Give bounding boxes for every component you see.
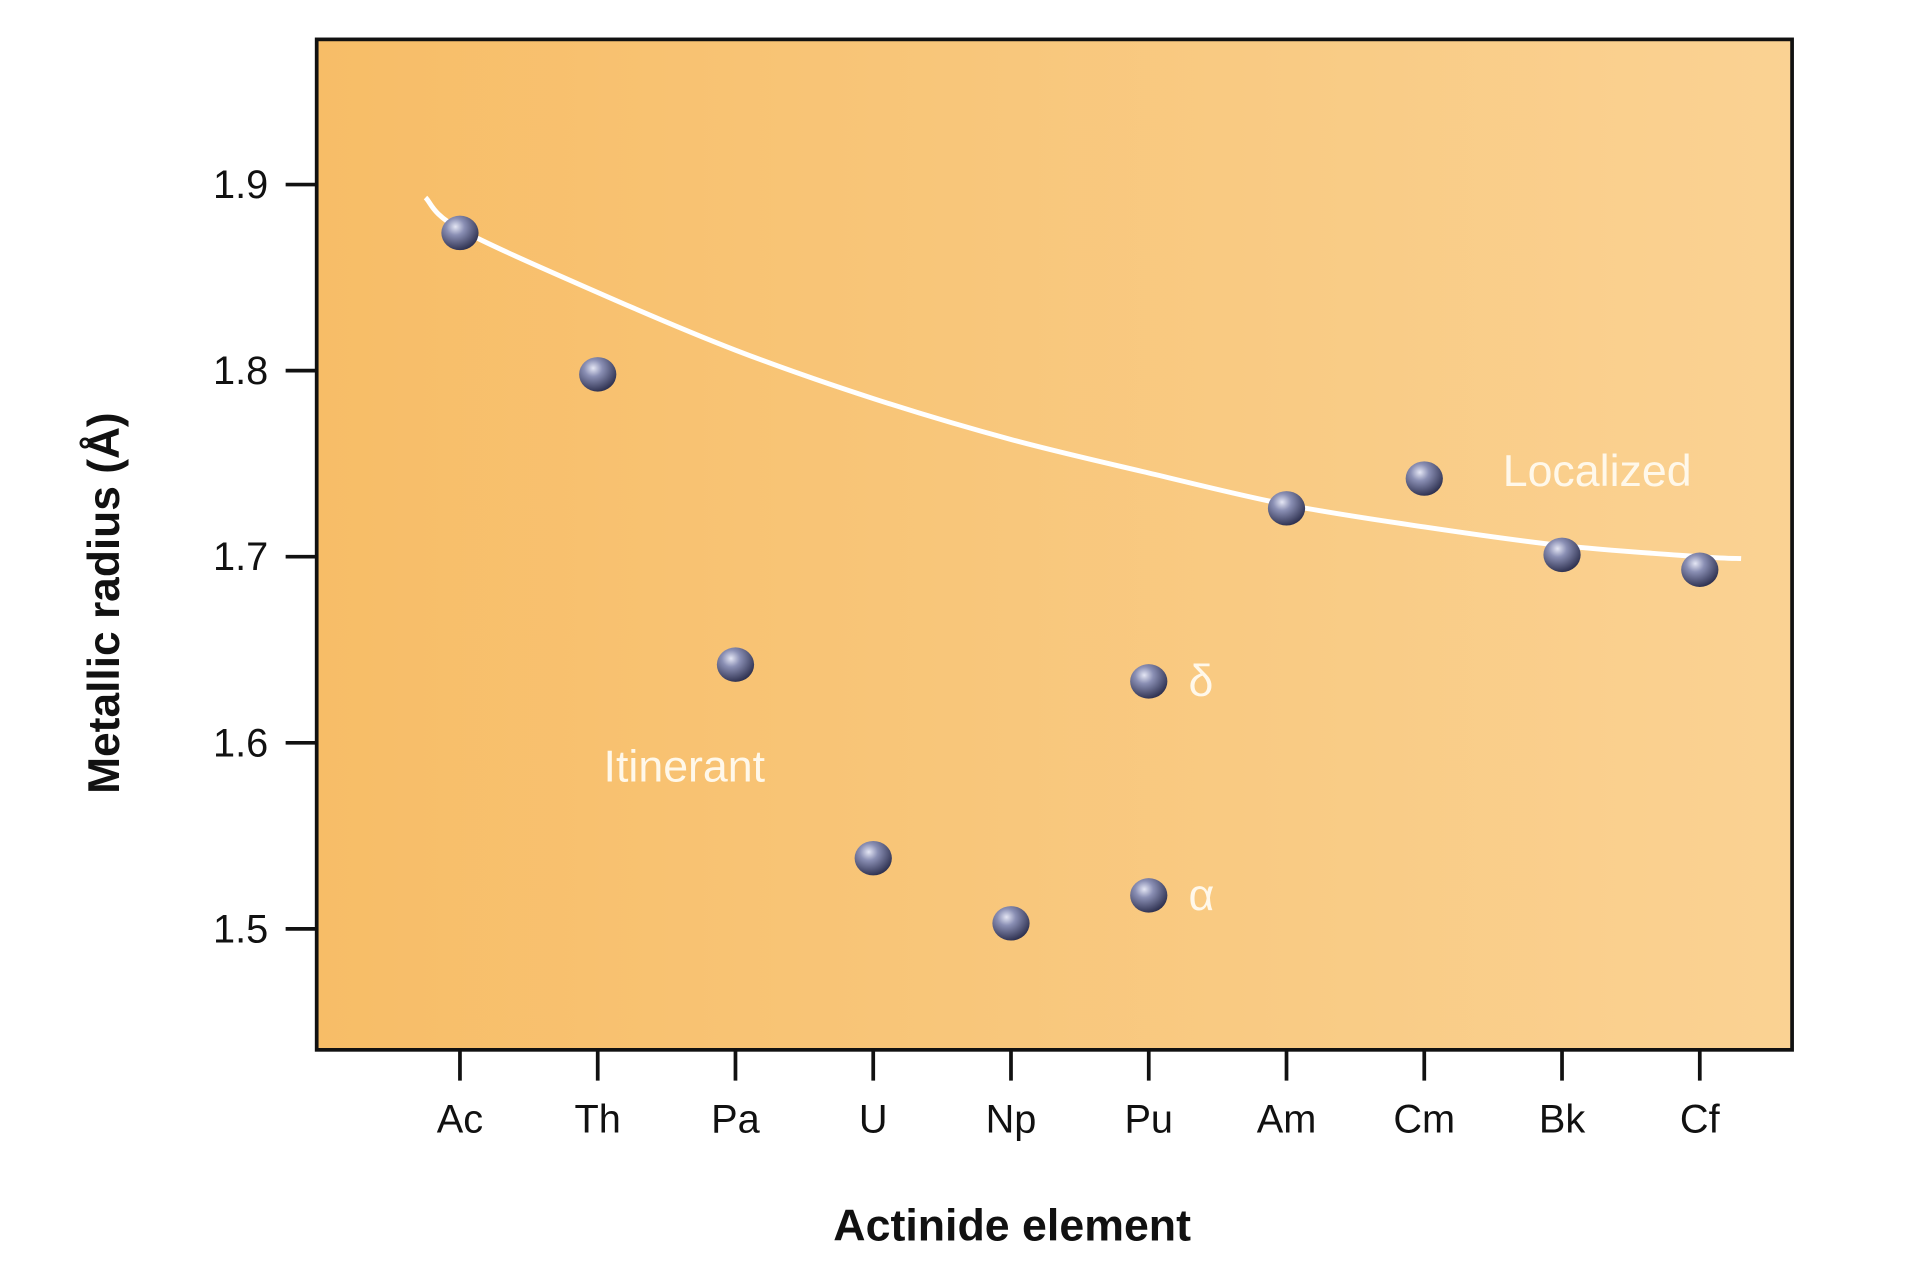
y-axis-title: Metallic radius (Å) — [80, 412, 129, 794]
x-tick-label-pu: Pu — [1124, 1097, 1173, 1141]
phase-label: α — [1188, 871, 1214, 920]
annotation-itinerant: Itinerant — [604, 743, 766, 792]
y-tick-label: 1.9 — [213, 163, 268, 207]
x-tick-label-am: Am — [1257, 1097, 1317, 1141]
x-tick-label-cm: Cm — [1393, 1097, 1455, 1141]
data-point-cm — [1405, 461, 1443, 496]
data-point-u — [854, 840, 892, 876]
y-tick-label: 1.8 — [213, 349, 268, 393]
data-point-np — [992, 906, 1030, 941]
data-point-pa — [716, 647, 755, 682]
data-points: δα — [441, 215, 1719, 941]
data-point-bk — [1543, 537, 1581, 573]
x-axis: Ac Th Pa U Np Pu Am Cm Bk Cf — [437, 1049, 1721, 1141]
x-tick-label-pa: Pa — [711, 1097, 760, 1141]
data-point-ac — [441, 215, 479, 251]
x-tick-label-ac: Ac — [437, 1097, 483, 1141]
x-tick-label-th: Th — [575, 1097, 621, 1141]
x-tick-label-u: U — [859, 1097, 888, 1141]
x-axis-title: Actinide element — [833, 1202, 1191, 1251]
annotation-localized: Localized — [1503, 447, 1692, 496]
data-point-cf — [1681, 552, 1719, 587]
data-point-am — [1267, 491, 1306, 526]
y-axis: 1.5 1.6 1.7 1.8 1.9 — [213, 163, 317, 951]
data-point-th — [579, 357, 617, 392]
phase-label: δ — [1188, 657, 1213, 706]
data-point-pu — [1130, 878, 1168, 913]
x-tick-label-cf: Cf — [1680, 1097, 1721, 1141]
data-point-pu — [1130, 664, 1168, 699]
y-tick-label: 1.6 — [213, 721, 268, 765]
y-tick-label: 1.7 — [213, 535, 268, 579]
y-tick-label: 1.5 — [213, 908, 268, 952]
x-tick-label-np: Np — [986, 1097, 1037, 1141]
x-tick-label-bk: Bk — [1539, 1097, 1586, 1141]
